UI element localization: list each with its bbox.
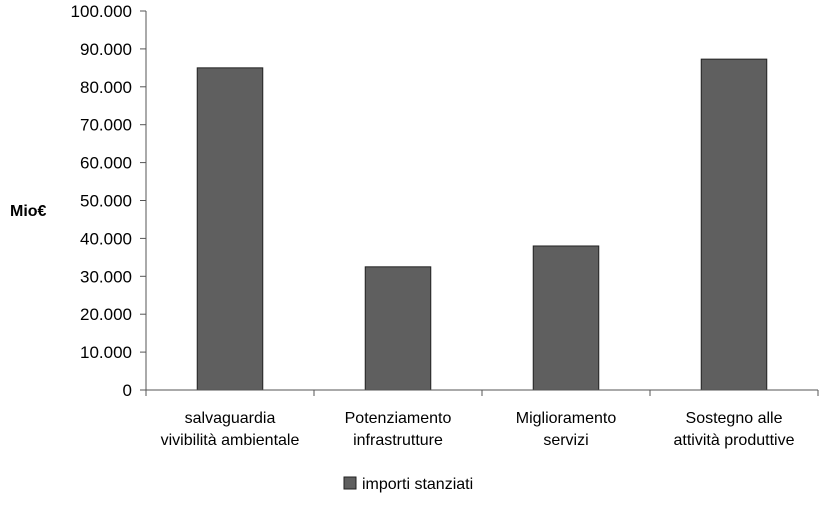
y-tick-label: 20.000 — [80, 305, 132, 324]
x-category-label: Miglioramento — [516, 410, 617, 427]
legend: importi stanziati — [343, 476, 473, 493]
x-category-label: Sostegno alle — [686, 410, 783, 427]
y-tick-label: 60.000 — [80, 154, 132, 173]
y-tick-label: 90.000 — [80, 40, 132, 59]
y-tick-label: 70.000 — [80, 116, 132, 135]
y-tick-label: 0 — [123, 381, 132, 400]
bar — [532, 245, 600, 391]
bar — [364, 266, 432, 391]
legend-swatch — [343, 476, 357, 490]
y-tick-label: 80.000 — [80, 78, 132, 97]
bar — [196, 67, 264, 391]
x-axis — [145, 389, 819, 396]
x-category-label: salvaguardia — [185, 410, 276, 427]
y-tick-label: 40.000 — [80, 229, 132, 248]
bar — [700, 58, 768, 391]
bars — [196, 58, 768, 391]
legend-label: importi stanziati — [362, 476, 473, 493]
x-category-label: vivibilità ambientale — [161, 432, 300, 449]
category-labels: salvaguardia vivibilità ambientale Potenzi… — [161, 410, 795, 449]
y-tick-label: 10.000 — [80, 343, 132, 362]
x-category-label: attività produttive — [674, 432, 795, 449]
y-tick-label: 30.000 — [80, 267, 132, 286]
x-category-label: infrastrutture — [353, 432, 443, 449]
y-tick-label: 100.000 — [71, 2, 132, 21]
x-category-label: Potenziamento — [345, 410, 452, 427]
y-tick-label: 50.000 — [80, 192, 132, 211]
x-category-label: servizi — [543, 432, 588, 449]
y-axis: 0 10.000 20.000 30.000 40.000 50.000 60.000 70.… — [71, 2, 147, 400]
y-axis-label: Mio€ — [10, 203, 47, 220]
